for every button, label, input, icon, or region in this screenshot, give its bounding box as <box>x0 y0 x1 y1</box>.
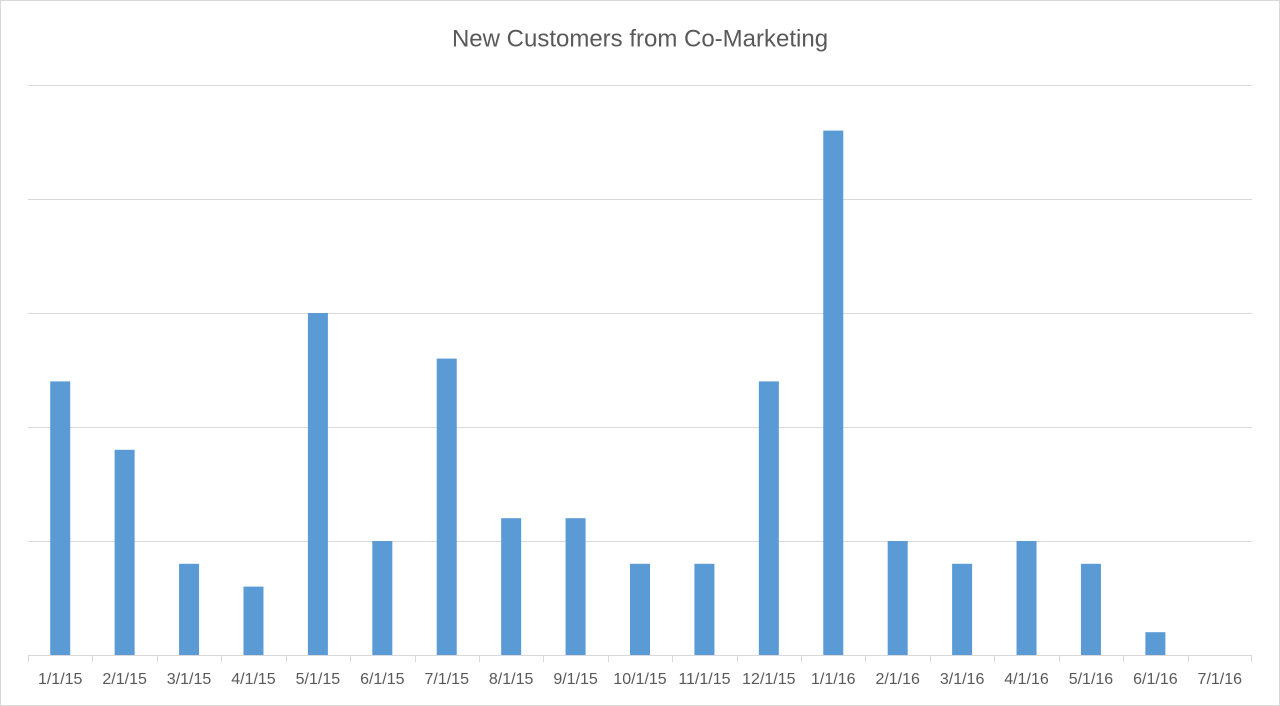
bar <box>114 449 135 655</box>
x-tick-label: 3/1/16 <box>940 671 985 688</box>
bar <box>565 518 586 655</box>
x-tick-label: 3/1/15 <box>167 671 212 688</box>
bar <box>952 563 973 655</box>
chart-title: New Customers from Co-Marketing <box>452 25 828 52</box>
bar <box>243 586 264 655</box>
x-tick-label: 7/1/15 <box>424 671 469 688</box>
bar <box>758 381 779 655</box>
x-tick-label: 11/1/15 <box>678 671 730 688</box>
bar <box>1080 563 1101 655</box>
x-tick-label: 4/1/16 <box>1004 671 1049 688</box>
bar <box>372 541 393 655</box>
bar <box>630 563 650 655</box>
x-tick-label: 6/1/15 <box>360 671 405 688</box>
x-tick-label: 7/1/16 <box>1198 671 1243 688</box>
x-tick-label: 5/1/16 <box>1069 671 1114 688</box>
x-tick-label: 9/1/15 <box>553 671 598 688</box>
bar <box>823 130 844 656</box>
x-tick-label: 10/1/15 <box>613 671 666 688</box>
bar <box>436 358 457 655</box>
bar <box>694 563 715 655</box>
x-tick-label: 6/1/16 <box>1133 671 1178 688</box>
x-tick-label: 8/1/15 <box>489 671 534 688</box>
x-tick-label: 12/1/15 <box>742 671 795 688</box>
x-tick-label: 1/1/16 <box>811 671 856 688</box>
x-tick-label: 2/1/16 <box>875 671 920 688</box>
bar <box>179 563 200 655</box>
bar <box>307 313 328 655</box>
bar <box>1145 632 1166 655</box>
x-tick-label: 2/1/15 <box>102 671 147 688</box>
bar <box>1016 541 1037 655</box>
x-tick-label: 5/1/15 <box>296 671 341 688</box>
bar <box>887 541 908 655</box>
bar <box>50 381 71 655</box>
x-tick-label: 1/1/15 <box>38 671 83 688</box>
x-tick-label: 4/1/15 <box>231 671 276 688</box>
bar <box>501 518 522 655</box>
